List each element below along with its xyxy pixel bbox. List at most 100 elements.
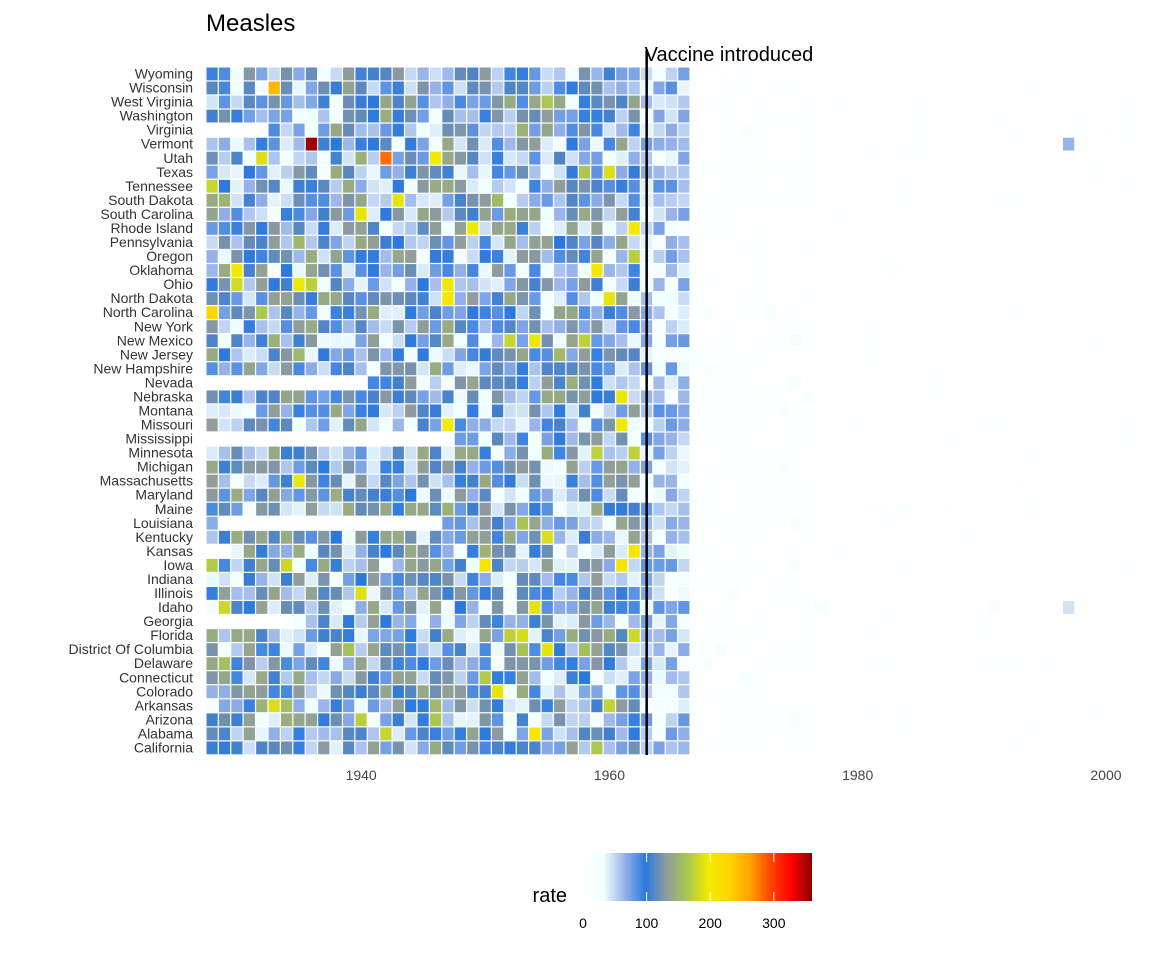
- heatmap-cell: [1125, 137, 1137, 151]
- heatmap-cell: [789, 474, 802, 488]
- heatmap-cell: [889, 530, 901, 544]
- heatmap-cell: [864, 657, 876, 671]
- y-tick-label: California: [134, 739, 193, 755]
- heatmap-cell: [541, 657, 553, 671]
- heatmap-cell: [256, 629, 268, 642]
- heatmap-cell: [727, 657, 740, 671]
- heatmap-cell: [827, 601, 839, 614]
- heatmap-cell: [901, 643, 913, 657]
- heatmap-cell: [504, 474, 516, 488]
- heatmap-cell: [1087, 699, 1100, 713]
- heatmap-cell: [628, 67, 640, 81]
- heatmap-cell: [380, 615, 392, 628]
- heatmap-cell: [380, 320, 392, 334]
- heatmap-cell: [318, 207, 330, 221]
- heatmap-cell: [392, 643, 404, 657]
- heatmap-cell: [889, 713, 901, 727]
- heatmap-cell: [752, 320, 764, 334]
- heatmap-cell: [454, 179, 466, 193]
- heatmap-cell: [256, 601, 268, 614]
- heatmap-cell: [678, 587, 690, 600]
- heatmap-cell: [492, 81, 504, 95]
- heatmap-cell: [429, 488, 442, 502]
- heatmap-cell: [1100, 250, 1112, 263]
- heatmap-cell: [1112, 165, 1124, 179]
- heatmap-cell: [703, 179, 715, 193]
- heatmap-cell: [889, 264, 901, 277]
- heatmap-cell: [703, 460, 715, 474]
- heatmap-cell: [541, 558, 553, 572]
- heatmap-cell: [1075, 137, 1087, 151]
- heatmap-cell: [405, 615, 417, 628]
- heatmap-cell: [218, 207, 231, 221]
- heatmap-cell: [665, 306, 677, 320]
- heatmap-cell: [678, 320, 690, 334]
- heatmap-cell: [343, 264, 355, 277]
- heatmap-cell: [206, 151, 218, 165]
- heatmap-cell: [243, 713, 255, 727]
- heatmap-cell: [554, 348, 566, 362]
- heatmap-cell: [752, 376, 764, 390]
- heatmap-cell: [678, 502, 690, 516]
- heatmap-cell: [752, 207, 764, 221]
- heatmap-cell: [392, 348, 404, 362]
- heatmap-cell: [405, 601, 417, 614]
- heatmap-cell: [1050, 250, 1062, 263]
- heatmap-cell: [876, 446, 889, 460]
- heatmap-cell: [330, 109, 342, 123]
- heatmap-cell: [1063, 502, 1075, 516]
- heatmap-cell: [814, 727, 826, 741]
- heatmap-cell: [603, 151, 615, 165]
- heatmap-cell: [777, 671, 789, 685]
- heatmap-cell: [802, 460, 814, 474]
- heatmap-cell: [976, 123, 988, 137]
- heatmap-cell: [330, 306, 342, 320]
- heatmap-cell: [988, 278, 1000, 291]
- heatmap-cell: [628, 544, 640, 558]
- heatmap-cell: [492, 572, 504, 586]
- heatmap-cell: [256, 558, 268, 572]
- y-tick-label: Wyoming: [135, 66, 193, 82]
- heatmap-cell: [231, 292, 243, 305]
- heatmap-cell: [479, 657, 491, 671]
- heatmap-cell: [839, 657, 851, 671]
- heatmap-cell: [1000, 221, 1013, 235]
- heatmap-cell: [901, 207, 913, 221]
- heatmap-cell: [827, 264, 839, 277]
- heatmap-cell: [454, 488, 466, 502]
- heatmap-cell: [305, 699, 318, 713]
- heatmap-cell: [1050, 165, 1062, 179]
- heatmap-cell: [330, 643, 342, 657]
- heatmap-cell: [951, 516, 963, 530]
- heatmap-cell: [280, 404, 293, 418]
- heatmap-cell: [765, 165, 777, 179]
- heatmap-cell: [268, 306, 280, 320]
- heatmap-cell: [591, 235, 603, 249]
- heatmap-cell: [851, 516, 864, 530]
- heatmap-cell: [504, 207, 516, 221]
- heatmap-cell: [938, 544, 951, 558]
- heatmap-cell: [243, 558, 255, 572]
- heatmap-cell: [529, 446, 541, 460]
- heatmap-cell: [703, 95, 715, 109]
- heatmap-cell: [765, 544, 777, 558]
- heatmap-cell: [1038, 264, 1050, 277]
- heatmap-cell: [405, 699, 417, 713]
- heatmap-cell: [1125, 446, 1137, 460]
- heatmap-cell: [616, 95, 628, 109]
- heatmap-cell: [355, 657, 367, 671]
- heatmap-cell: [280, 418, 293, 432]
- heatmap-cell: [740, 123, 752, 137]
- heatmap-cell: [777, 306, 789, 320]
- heatmap-cell: [231, 193, 243, 207]
- heatmap-cell: [578, 151, 591, 165]
- heatmap-cell: [454, 193, 466, 207]
- heatmap-cell: [293, 530, 305, 544]
- heatmap-cell: [293, 488, 305, 502]
- heatmap-cell: [578, 474, 591, 488]
- heatmap-cell: [529, 264, 541, 277]
- heatmap-cell: [765, 278, 777, 291]
- heatmap-cell: [566, 615, 578, 628]
- heatmap-cell: [243, 137, 255, 151]
- heatmap-cell: [256, 685, 268, 699]
